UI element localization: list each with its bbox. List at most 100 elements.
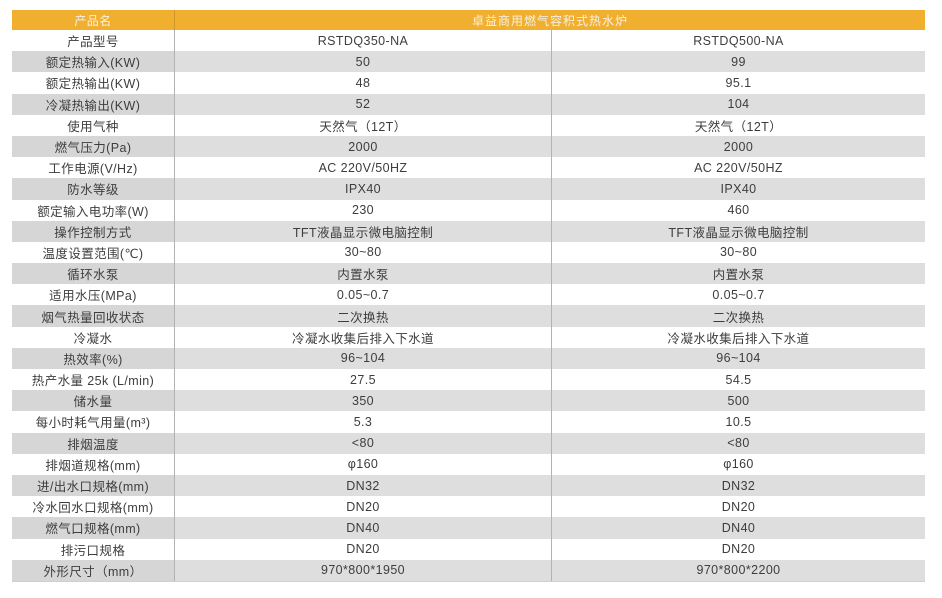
row-value-model-1: IPX40 xyxy=(175,178,552,200)
row-value-model-2: DN32 xyxy=(552,474,925,497)
row-value-model-1: DN20 xyxy=(175,538,552,560)
table-row: 排烟道规格(mm) φ160 φ160 xyxy=(12,453,925,475)
row-value-model-1: 天然气（12T） xyxy=(175,114,552,136)
row-label: 外形尺寸（mm） xyxy=(12,559,175,581)
row-label: 燃气压力(Pa) xyxy=(12,135,175,158)
row-value-model-2: 104 xyxy=(552,93,925,115)
row-value-model-2: 99 xyxy=(552,51,925,73)
row-value-model-1: 970*800*1950 xyxy=(175,559,552,581)
table-row: 产品型号 RSTDQ350-NA RSTDQ500-NA xyxy=(12,30,925,52)
row-value-model-1: DN32 xyxy=(175,474,552,497)
row-value-model-2: 二次换热 xyxy=(552,305,925,327)
table-row: 排烟温度 <80 <80 xyxy=(12,432,925,454)
row-value-model-2: 冷凝水收集后排入下水道 xyxy=(552,326,925,348)
row-label: 操作控制方式 xyxy=(12,220,175,242)
row-value-model-2: IPX40 xyxy=(552,178,925,200)
table-row: 排污口规格 DN20 DN20 xyxy=(12,538,925,560)
table-row: 冷凝热输出(KW) 52 104 xyxy=(12,93,925,115)
row-value-model-2: TFT液晶显示微电脑控制 xyxy=(552,220,925,242)
row-value-model-1: 52 xyxy=(175,93,552,115)
row-label: 燃气口规格(mm) xyxy=(12,517,175,539)
header-product-title: 卓益商用燃气容积式热水炉 xyxy=(471,13,628,28)
row-value-model-1: 48 xyxy=(175,72,552,94)
row-value-model-2: AC 220V/50HZ xyxy=(552,157,925,179)
row-label: 防水等级 xyxy=(12,178,175,200)
row-label: 产品型号 xyxy=(12,30,175,52)
table-row: 外形尺寸（mm） 970*800*1950 970*800*2200 xyxy=(12,559,925,581)
table-row: 额定输入电功率(W) 230 460 xyxy=(12,199,925,221)
table-row: 操作控制方式 TFT液晶显示微电脑控制 TFT液晶显示微电脑控制 xyxy=(12,220,925,242)
row-label: 循环水泵 xyxy=(12,263,175,285)
table-row: 每小时耗气用量(m³) 5.3 10.5 xyxy=(12,411,925,433)
row-value-model-2: 10.5 xyxy=(552,411,925,433)
table-row: 工作电源(V/Hz) AC 220V/50HZ AC 220V/50HZ xyxy=(12,157,925,179)
row-label: 适用水压(MPa) xyxy=(12,284,175,306)
row-value-model-2: 970*800*2200 xyxy=(552,559,925,581)
row-value-model-2: 0.05~0.7 xyxy=(552,284,925,306)
row-value-model-1: 230 xyxy=(175,199,552,221)
table-row: 燃气压力(Pa) 2000 2000 xyxy=(12,135,925,158)
row-label: 热效率(%) xyxy=(12,347,175,369)
row-value-model-1: 27.5 xyxy=(175,369,552,391)
row-value-model-1: 96~104 xyxy=(175,347,552,369)
row-value-model-1: 50 xyxy=(175,51,552,73)
table-row: 烟气热量回收状态 二次换热 二次换热 xyxy=(12,305,925,327)
table-row: 适用水压(MPa) 0.05~0.7 0.05~0.7 xyxy=(12,284,925,306)
table-row: 燃气口规格(mm) DN40 DN40 xyxy=(12,517,925,539)
row-label: 烟气热量回收状态 xyxy=(12,305,175,327)
row-value-model-2: <80 xyxy=(552,432,925,454)
row-value-model-1: TFT液晶显示微电脑控制 xyxy=(175,220,552,242)
row-label: 额定热输入(KW) xyxy=(12,51,175,73)
row-label: 冷凝热输出(KW) xyxy=(12,93,175,115)
table-header-row: 产品名 卓益商用燃气容积式热水炉 xyxy=(12,10,925,30)
row-label: 每小时耗气用量(m³) xyxy=(12,411,175,433)
row-value-model-1: RSTDQ350-NA xyxy=(175,30,552,52)
row-value-model-2: 内置水泵 xyxy=(552,263,925,285)
row-value-model-2: 30~80 xyxy=(552,241,925,264)
row-label: 额定输入电功率(W) xyxy=(12,199,175,221)
row-value-model-2: 500 xyxy=(552,390,925,412)
row-value-model-1: φ160 xyxy=(175,453,552,475)
row-label: 排烟道规格(mm) xyxy=(12,453,175,475)
table-row: 温度设置范围(℃) 30~80 30~80 xyxy=(12,241,925,264)
row-label: 进/出水口规格(mm) xyxy=(12,474,175,497)
row-label: 使用气种 xyxy=(12,114,175,136)
row-value-model-2: 96~104 xyxy=(552,347,925,369)
header-product-name-label: 产品名 xyxy=(12,10,175,30)
table-row: 热产水量 25k (L/min) 27.5 54.5 xyxy=(12,369,925,391)
table-row: 额定热输出(KW) 48 95.1 xyxy=(12,72,925,94)
row-value-model-2: RSTDQ500-NA xyxy=(552,30,925,52)
row-value-model-2: 95.1 xyxy=(552,72,925,94)
row-value-model-1: 350 xyxy=(175,390,552,412)
product-spec-table: 产品名 卓益商用燃气容积式热水炉 产品型号 RSTDQ350-NA RSTDQ500… xyxy=(12,10,925,582)
table-row: 冷凝水 冷凝水收集后排入下水道 冷凝水收集后排入下水道 xyxy=(12,326,925,348)
row-label: 排烟温度 xyxy=(12,432,175,454)
table-row: 循环水泵 内置水泵 内置水泵 xyxy=(12,263,925,285)
row-label: 冷水回水口规格(mm) xyxy=(12,496,175,518)
row-label: 储水量 xyxy=(12,390,175,412)
table-row: 额定热输入(KW) 50 99 xyxy=(12,51,925,73)
row-value-model-2: 54.5 xyxy=(552,369,925,391)
table-row: 储水量 350 500 xyxy=(12,390,925,412)
table-body: 产品型号 RSTDQ350-NA RSTDQ500-NA 额定热输入(KW) 50 99 额… xyxy=(12,30,925,581)
row-label: 排污口规格 xyxy=(12,538,175,560)
table-row: 热效率(%) 96~104 96~104 xyxy=(12,347,925,369)
row-value-model-1: 二次换热 xyxy=(175,305,552,327)
row-value-model-1: 2000 xyxy=(175,135,552,158)
table-row: 进/出水口规格(mm) DN32 DN32 xyxy=(12,474,925,497)
table-row: 使用气种 天然气（12T） 天然气（12T） xyxy=(12,114,925,136)
row-value-model-2: DN20 xyxy=(552,496,925,518)
row-value-model-2: 天然气（12T） xyxy=(552,114,925,136)
row-label: 冷凝水 xyxy=(12,326,175,348)
row-value-model-1: 冷凝水收集后排入下水道 xyxy=(175,326,552,348)
row-value-model-1: <80 xyxy=(175,432,552,454)
row-value-model-1: DN40 xyxy=(175,517,552,539)
row-value-model-1: 内置水泵 xyxy=(175,263,552,285)
row-value-model-1: AC 220V/50HZ xyxy=(175,157,552,179)
row-value-model-2: 460 xyxy=(552,199,925,221)
row-value-model-2: DN40 xyxy=(552,517,925,539)
table-row: 防水等级 IPX40 IPX40 xyxy=(12,178,925,200)
row-value-model-1: 5.3 xyxy=(175,411,552,433)
row-label: 工作电源(V/Hz) xyxy=(12,157,175,179)
row-label: 额定热输出(KW) xyxy=(12,72,175,94)
